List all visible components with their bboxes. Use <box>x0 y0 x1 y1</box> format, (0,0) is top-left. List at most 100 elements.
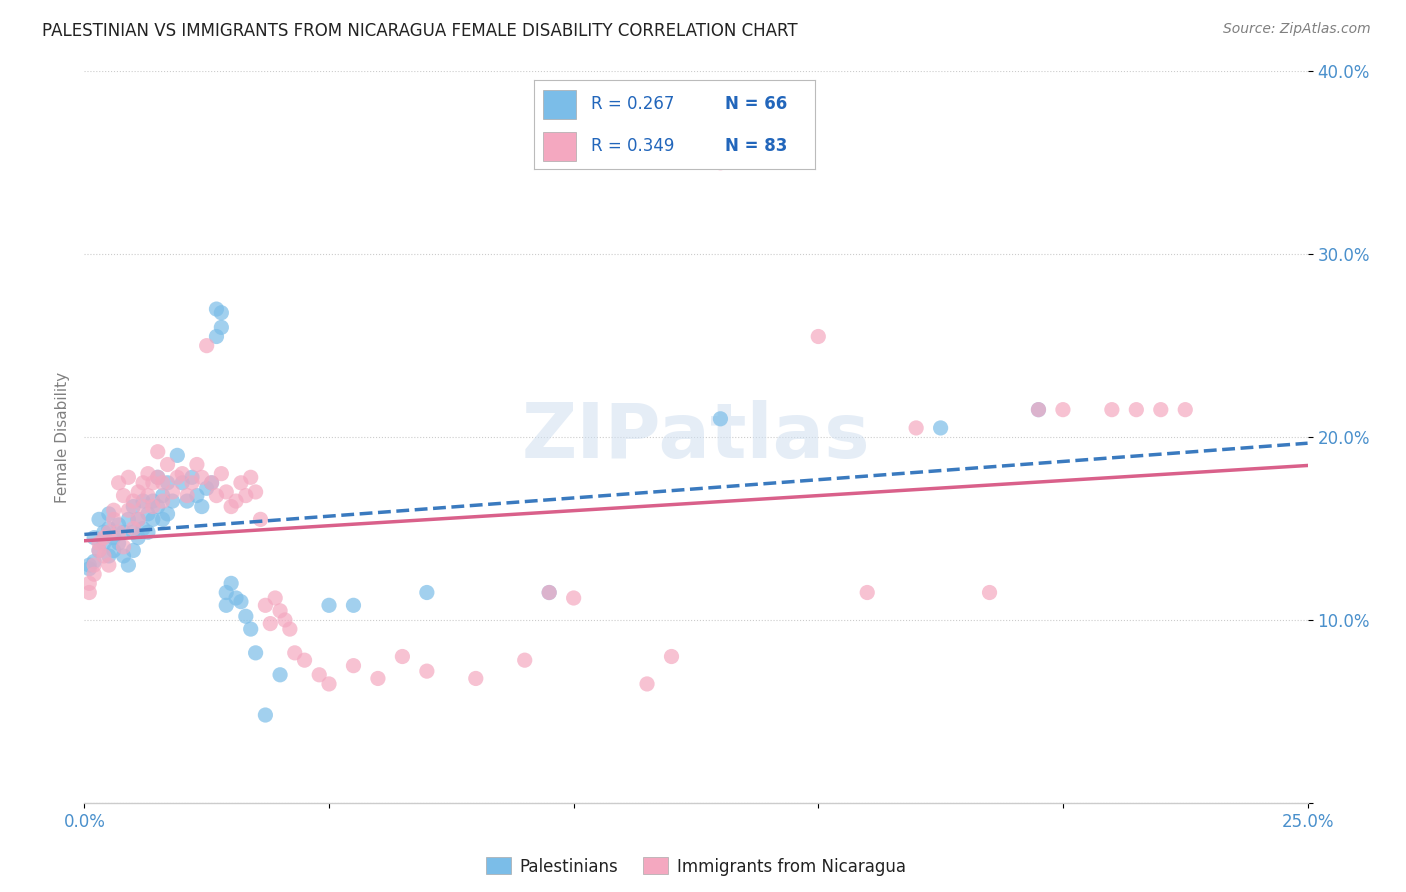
Text: ZIPatlas: ZIPatlas <box>522 401 870 474</box>
Point <box>87 512 110 526</box>
Point <box>136 507 159 521</box>
Point <box>245 485 267 500</box>
Point <box>142 500 165 514</box>
Point <box>367 672 389 686</box>
Text: R = 0.349: R = 0.349 <box>591 137 673 155</box>
Point <box>117 470 139 484</box>
Point <box>176 489 198 503</box>
Point <box>97 525 120 540</box>
Point <box>562 591 585 605</box>
Point <box>87 543 110 558</box>
Point <box>172 475 194 490</box>
Point <box>146 444 169 458</box>
Point <box>239 470 262 484</box>
Point <box>513 653 536 667</box>
Point <box>200 475 222 490</box>
Point <box>103 512 125 526</box>
Point <box>284 646 307 660</box>
Point <box>1174 402 1197 417</box>
Point <box>186 458 208 472</box>
Point <box>1101 402 1123 417</box>
Point <box>181 470 204 484</box>
Point <box>152 475 174 490</box>
Point <box>254 708 277 723</box>
Point <box>905 421 928 435</box>
Point <box>122 525 145 540</box>
Point <box>112 549 135 563</box>
FancyBboxPatch shape <box>543 90 576 119</box>
Point <box>77 585 100 599</box>
Point <box>156 458 179 472</box>
Point <box>166 448 188 462</box>
Point <box>83 558 105 573</box>
Point <box>136 467 159 481</box>
Point <box>77 562 100 576</box>
Point <box>122 500 145 514</box>
Point <box>342 599 364 613</box>
Text: R = 0.267: R = 0.267 <box>591 95 673 113</box>
Point <box>132 500 155 514</box>
Point <box>166 470 188 484</box>
Point <box>225 591 247 605</box>
Point <box>225 494 247 508</box>
Point <box>195 481 218 495</box>
Point <box>254 599 277 613</box>
Point <box>1125 402 1147 417</box>
Point <box>318 677 340 691</box>
Point <box>1052 402 1074 417</box>
Point <box>152 489 174 503</box>
Point <box>97 558 120 573</box>
Point <box>156 507 179 521</box>
Legend: Palestinians, Immigrants from Nicaragua: Palestinians, Immigrants from Nicaragua <box>479 851 912 882</box>
Point <box>156 475 179 490</box>
Point <box>205 489 228 503</box>
Point <box>209 467 232 481</box>
Point <box>83 554 105 568</box>
Point <box>308 667 330 681</box>
Point <box>278 622 301 636</box>
Point <box>132 494 155 508</box>
Point <box>269 667 291 681</box>
Point <box>249 512 271 526</box>
Point <box>215 599 238 613</box>
Point <box>127 485 149 500</box>
Point <box>1150 402 1173 417</box>
Point <box>112 489 135 503</box>
Text: Source: ZipAtlas.com: Source: ZipAtlas.com <box>1223 22 1371 37</box>
Point <box>107 525 129 540</box>
Point <box>77 576 100 591</box>
Point <box>103 503 125 517</box>
Point <box>538 585 561 599</box>
Point <box>391 649 413 664</box>
Point <box>136 525 159 540</box>
Point <box>235 489 257 503</box>
Point <box>235 609 257 624</box>
Point <box>661 649 683 664</box>
Point <box>146 470 169 484</box>
Point <box>1028 402 1050 417</box>
Point <box>122 521 145 535</box>
Point <box>103 531 125 545</box>
Point <box>162 485 184 500</box>
Point <box>132 521 155 535</box>
Point <box>239 622 262 636</box>
Point <box>229 475 252 490</box>
Point <box>87 536 110 550</box>
Point <box>117 503 139 517</box>
Point <box>127 512 149 526</box>
Point <box>77 558 100 573</box>
Point <box>181 475 204 490</box>
Point <box>152 494 174 508</box>
Point <box>416 585 439 599</box>
Point <box>264 591 287 605</box>
Point <box>215 585 238 599</box>
FancyBboxPatch shape <box>543 132 576 161</box>
Point <box>538 585 561 599</box>
Point <box>205 329 228 343</box>
Y-axis label: Female Disability: Female Disability <box>55 371 70 503</box>
Point <box>245 646 267 660</box>
Point <box>191 500 214 514</box>
Point <box>416 664 439 678</box>
Point <box>259 616 281 631</box>
Point <box>1028 402 1050 417</box>
